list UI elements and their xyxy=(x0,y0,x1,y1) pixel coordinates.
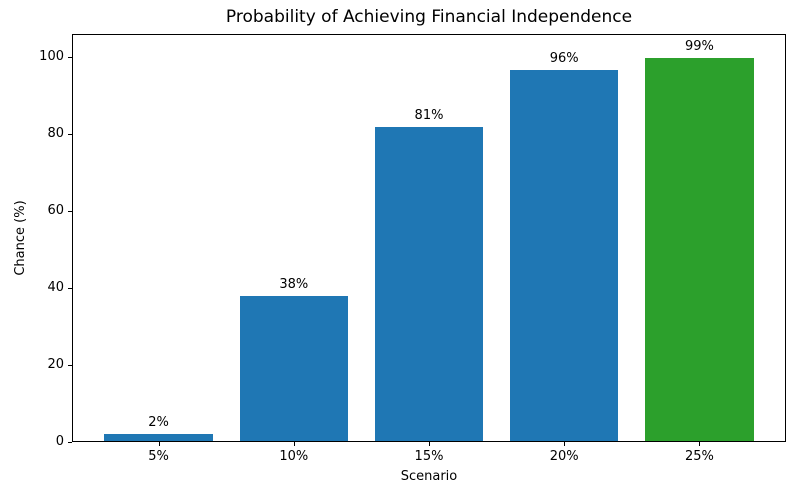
y-tick-label: 80 xyxy=(47,126,64,142)
x-tick-mark xyxy=(293,442,295,446)
x-axis-label: Scenario xyxy=(400,469,458,484)
bar xyxy=(374,127,484,441)
y-tick-label: 0 xyxy=(55,434,64,449)
y-tick-mark xyxy=(68,288,72,290)
bar-value-label: 81% xyxy=(414,108,444,124)
bar xyxy=(645,58,754,441)
bar-value-label: 38% xyxy=(279,276,309,292)
plot-area xyxy=(72,34,786,442)
x-tick-label: 10% xyxy=(279,449,309,464)
y-tick-mark xyxy=(68,365,72,367)
y-tick-label: 40 xyxy=(47,280,64,296)
y-tick-label: 20 xyxy=(47,357,64,373)
y-tick-mark xyxy=(68,134,72,136)
x-tick-mark xyxy=(564,442,566,446)
bar-value-label: 96% xyxy=(549,50,579,66)
y-tick-mark xyxy=(68,57,72,59)
bar xyxy=(239,295,348,441)
bar-value-label: 2% xyxy=(148,415,169,431)
x-tick-label: 5% xyxy=(148,449,169,464)
x-tick-mark xyxy=(699,442,701,446)
y-tick-label: 60 xyxy=(47,203,64,219)
x-tick-label: 20% xyxy=(549,449,579,464)
x-tick-mark xyxy=(429,442,430,446)
y-tick-label: 100 xyxy=(39,49,64,65)
bar xyxy=(104,434,213,441)
y-tick-mark xyxy=(68,211,72,213)
bar xyxy=(510,69,619,441)
bar-value-label: 99% xyxy=(685,39,714,55)
x-tick-label: 25% xyxy=(685,449,714,464)
y-tick-mark xyxy=(68,442,72,443)
x-tick-label: 15% xyxy=(414,449,444,464)
x-tick-mark xyxy=(158,442,160,446)
chart-title: Probability of Achieving Financial Indep… xyxy=(225,7,633,27)
